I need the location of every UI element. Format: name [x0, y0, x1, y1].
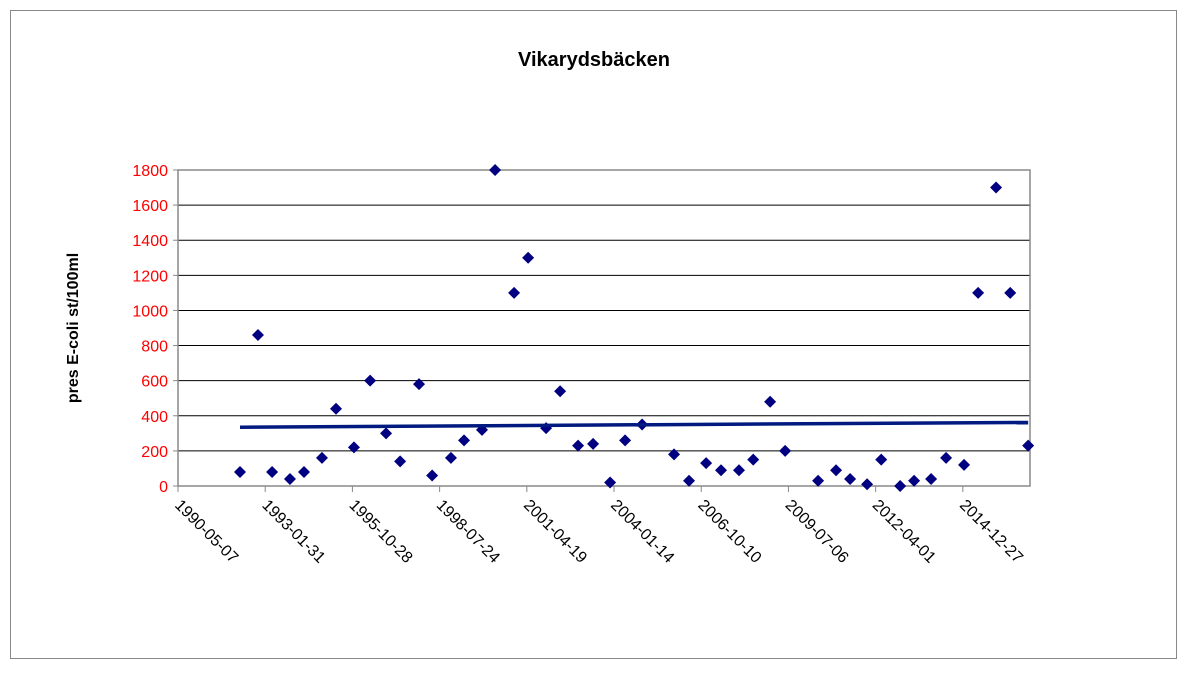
- data-point: [489, 164, 502, 176]
- y-tick-label: 1800: [132, 163, 168, 180]
- y-tick-label: 1000: [132, 303, 168, 320]
- y-tick-label: 400: [141, 409, 168, 426]
- data-point: [508, 286, 521, 299]
- data-point: [554, 385, 567, 398]
- trendline: [239, 420, 1029, 429]
- data-point: [812, 474, 825, 487]
- data-point: [587, 437, 600, 450]
- data-point: [315, 451, 328, 464]
- data-point: [619, 434, 632, 447]
- data-point: [251, 329, 264, 342]
- data-point: [347, 441, 360, 454]
- data-point: [683, 474, 696, 487]
- data-point: [380, 427, 393, 440]
- data-point: [700, 457, 713, 470]
- data-point: [1004, 286, 1017, 299]
- data-point: [875, 453, 888, 466]
- y-axis-label: pres E-coli st/100ml: [65, 253, 82, 403]
- data-point: [830, 464, 843, 477]
- data-point: [747, 453, 760, 466]
- y-tick-label: 200: [141, 444, 168, 461]
- data-point: [394, 455, 407, 468]
- chart-title: Vikarydsbäcken: [518, 49, 670, 71]
- data-point: [522, 251, 535, 264]
- data-point: [732, 464, 745, 477]
- data-point: [330, 402, 343, 415]
- data-point: [668, 448, 681, 461]
- data-point: [426, 469, 439, 482]
- data-point: [958, 458, 971, 471]
- data-point: [715, 464, 728, 477]
- data-point: [1022, 439, 1035, 452]
- data-point: [844, 472, 857, 485]
- y-tick-label: 1200: [132, 268, 168, 285]
- data-point: [234, 465, 247, 478]
- data-point: [458, 434, 471, 447]
- y-tick-label: 0: [159, 479, 168, 496]
- data-point: [572, 439, 585, 452]
- y-tick-label: 1400: [132, 233, 168, 250]
- plot-area: [177, 169, 1031, 487]
- data-point: [972, 286, 985, 299]
- data-point: [908, 474, 921, 487]
- data-point: [990, 181, 1003, 194]
- y-tick-label: 600: [141, 374, 168, 391]
- data-point: [444, 451, 457, 464]
- data-point: [413, 378, 426, 391]
- data-point: [779, 444, 792, 457]
- y-tick-label: 800: [141, 339, 168, 356]
- data-point: [266, 465, 279, 478]
- y-tick-label: 1600: [132, 198, 168, 215]
- data-point: [283, 472, 296, 485]
- data-point: [764, 395, 777, 408]
- data-point: [925, 472, 938, 485]
- data-point: [604, 476, 617, 489]
- data-point: [861, 478, 874, 491]
- data-point: [298, 465, 311, 478]
- data-point: [364, 374, 377, 387]
- data-point: [940, 451, 953, 464]
- chart-border: [10, 10, 1177, 659]
- data-point: [894, 480, 907, 492]
